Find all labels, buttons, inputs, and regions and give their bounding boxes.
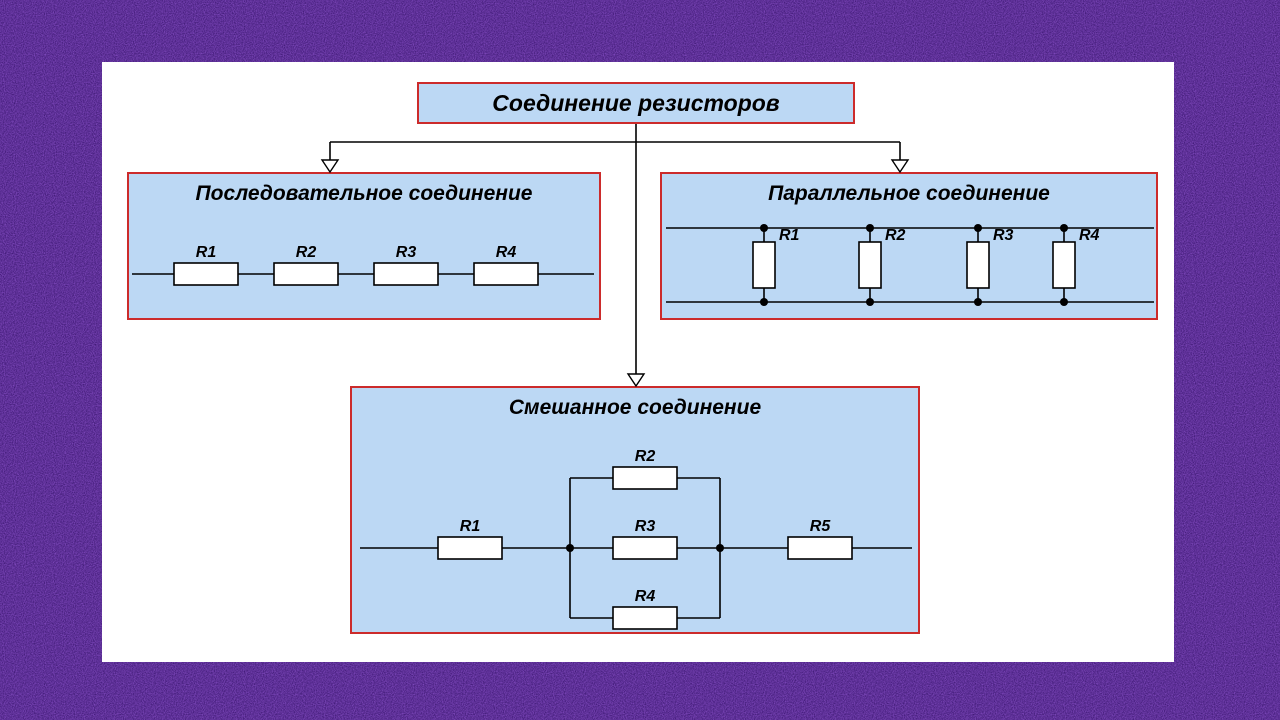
svg-text:R5: R5 bbox=[810, 518, 832, 535]
svg-text:R4: R4 bbox=[635, 588, 656, 605]
svg-text:R1: R1 bbox=[779, 227, 800, 244]
svg-text:R2: R2 bbox=[885, 227, 906, 244]
svg-text:R2: R2 bbox=[296, 244, 317, 261]
svg-text:R4: R4 bbox=[496, 244, 517, 261]
svg-text:R1: R1 bbox=[460, 518, 481, 535]
svg-text:R4: R4 bbox=[1079, 227, 1100, 244]
svg-text:R3: R3 bbox=[396, 244, 417, 261]
svg-text:R2: R2 bbox=[635, 448, 656, 465]
svg-text:R1: R1 bbox=[196, 244, 217, 261]
overlay-svg: R1 R2 R3 R4 R1 R2 R3 R4 R1 R2 R3 R4 R5 bbox=[0, 0, 1280, 720]
svg-text:R3: R3 bbox=[635, 518, 656, 535]
svg-text:R3: R3 bbox=[993, 227, 1014, 244]
